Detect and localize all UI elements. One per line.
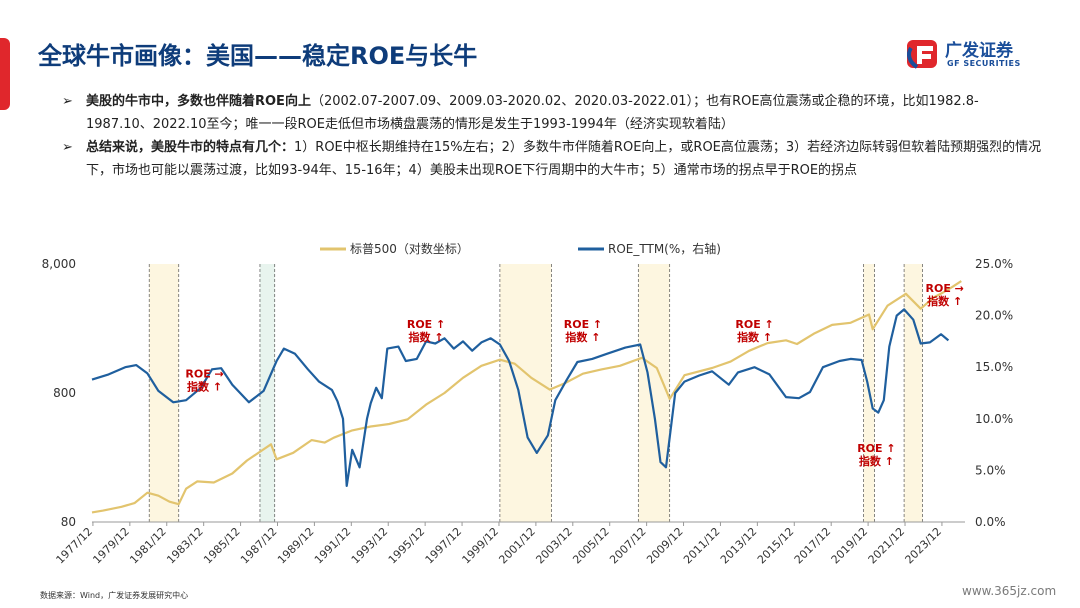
x-tick-label: 1985/12 bbox=[201, 525, 243, 567]
y-right-tick-label: 10.0% bbox=[975, 412, 1013, 426]
x-tick-label: 2017/12 bbox=[792, 525, 834, 567]
x-tick-label: 1987/12 bbox=[238, 525, 280, 567]
bullet-arrow-icon: ➢ bbox=[62, 140, 73, 155]
y-right-tick-label: 5.0% bbox=[975, 463, 1006, 477]
chart-legend: 标普500（对数坐标） ROE_TTM(%，右轴) bbox=[320, 241, 721, 256]
x-tick-label: 2007/12 bbox=[607, 525, 649, 567]
sp500-roe-chart: 1977/121979/121981/121983/121985/121987/… bbox=[42, 241, 1013, 567]
page-title: 全球牛市画像：美国——稳定ROE与长牛 bbox=[38, 42, 478, 70]
shaded-periods bbox=[148, 264, 923, 522]
company-logo: 广发证券 GF SECURITIES bbox=[905, 36, 1045, 76]
y-right-tick-label: 25.0% bbox=[975, 257, 1013, 271]
annotation-roe: ROE ↑ bbox=[857, 442, 895, 455]
annotation-roe: ROE ↑ bbox=[735, 318, 773, 331]
annotation-roe: ROE → bbox=[185, 368, 223, 381]
y-right-tick-label: 20.0% bbox=[975, 309, 1013, 323]
sp500-line bbox=[91, 280, 962, 514]
x-tick-label: 2011/12 bbox=[681, 525, 723, 567]
x-tick-label: 2005/12 bbox=[570, 525, 612, 567]
shaded-period bbox=[904, 264, 923, 522]
x-tick-label: 1979/12 bbox=[90, 525, 132, 567]
x-tick-label: 1993/12 bbox=[349, 525, 391, 567]
bullet-item: ➢ 总结来说，美股牛市的特点有几个：1）ROE中枢长期维持在15%左右；2）多数… bbox=[62, 136, 1042, 182]
x-tick-label: 1981/12 bbox=[127, 525, 169, 567]
x-tick-label: 1995/12 bbox=[386, 525, 428, 567]
annotation-index: 指数 ↑ bbox=[409, 330, 444, 344]
legend-label-sp500: 标普500（对数坐标） bbox=[350, 241, 469, 256]
x-tick-label: 2023/12 bbox=[903, 525, 945, 567]
bullet-bold-text: 美股的牛市中，多数也伴随着ROE向上 bbox=[86, 94, 311, 109]
bullet-text: （2002.07-2007.09、2009.03-2020.02、2020.03… bbox=[86, 94, 979, 132]
y-left-tick-label: 800 bbox=[53, 386, 76, 400]
logo-text-cn: 广发证券 bbox=[945, 41, 1013, 61]
shaded-period bbox=[259, 264, 275, 522]
x-tick-label: 1989/12 bbox=[275, 525, 317, 567]
x-tick-label: 1997/12 bbox=[423, 525, 465, 567]
y-right-tick-label: 0.0% bbox=[975, 515, 1006, 529]
annotation-roe: ROE ↑ bbox=[564, 318, 602, 331]
shaded-period bbox=[149, 264, 179, 522]
x-tick-label: 1999/12 bbox=[460, 525, 502, 567]
chart-series bbox=[91, 280, 962, 514]
annotation-index: 指数 ↑ bbox=[859, 454, 894, 468]
accent-bar bbox=[0, 38, 10, 110]
logo-text-en: GF SECURITIES bbox=[947, 59, 1021, 68]
annotation-index: 指数 ↑ bbox=[737, 330, 772, 344]
shaded-period bbox=[638, 264, 670, 522]
shaded-period bbox=[499, 264, 552, 522]
source-note: 数据来源：Wind，广发证券发展研究中心 bbox=[40, 591, 189, 600]
watermark: www.365jz.com bbox=[962, 584, 1057, 598]
x-tick-label: 2001/12 bbox=[496, 525, 538, 567]
bullet-bold-text: 总结来说，美股牛市的特点有几个： bbox=[86, 140, 295, 155]
x-tick-label: 2003/12 bbox=[533, 525, 575, 567]
gf-logo-icon bbox=[907, 40, 937, 69]
bullet-arrow-icon: ➢ bbox=[62, 94, 73, 109]
x-tick-label: 2021/12 bbox=[866, 525, 908, 567]
roe-line bbox=[91, 308, 950, 487]
bullet-text: 1）ROE中枢长期维持在15%左右；2）多数牛市伴随着ROE向上，或ROE高位震… bbox=[86, 140, 1042, 178]
x-tick-label: 2013/12 bbox=[718, 525, 760, 567]
x-tick-label: 1983/12 bbox=[164, 525, 206, 567]
x-tick-label: 2009/12 bbox=[644, 525, 686, 567]
annotation-index: 指数 ↑ bbox=[565, 330, 600, 344]
annotation-roe: ROE ↑ bbox=[407, 318, 445, 331]
y-left-tick-label: 80 bbox=[61, 515, 76, 529]
y-right-tick-label: 15.0% bbox=[975, 360, 1013, 374]
y-left-tick-label: 8,000 bbox=[42, 257, 76, 271]
bullet-list: ➢ 美股的牛市中，多数也伴随着ROE向上（2002.07-2007.09、200… bbox=[62, 90, 1042, 182]
chart-annotations: ROE →指数 ↑ROE ↑指数 ↑ROE ↑指数 ↑ROE ↑指数 ↑ROE … bbox=[185, 282, 964, 468]
annotation-index: 指数 ↑ bbox=[187, 380, 222, 394]
annotation-index: 指数 ↑ bbox=[927, 294, 962, 308]
x-tick-label: 2015/12 bbox=[755, 525, 797, 567]
legend-label-roe: ROE_TTM(%，右轴) bbox=[608, 241, 721, 256]
annotation-roe: ROE → bbox=[926, 282, 964, 295]
x-tick-label: 1977/12 bbox=[54, 525, 96, 567]
x-tick-label: 1991/12 bbox=[312, 525, 354, 567]
x-tick-label: 2019/12 bbox=[829, 525, 871, 567]
bullet-item: ➢ 美股的牛市中，多数也伴随着ROE向上（2002.07-2007.09、200… bbox=[62, 90, 1042, 136]
